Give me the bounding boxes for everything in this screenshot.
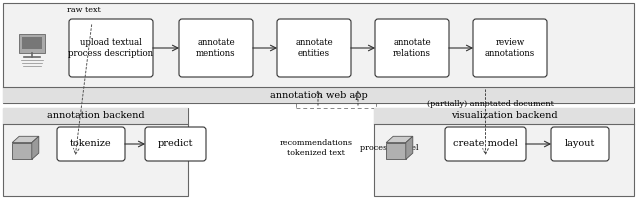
FancyBboxPatch shape (375, 19, 449, 77)
Bar (12, 143, 32, 159)
Text: review
annotations: review annotations (485, 38, 535, 58)
FancyBboxPatch shape (277, 19, 351, 77)
Text: layout: layout (565, 139, 595, 149)
Text: annotate
relations: annotate relations (393, 38, 431, 58)
Bar (3, 108, 188, 124)
FancyBboxPatch shape (57, 127, 125, 161)
Bar (386, 143, 406, 159)
Bar (296, 87, 376, 108)
Polygon shape (406, 136, 413, 159)
Text: annotation web app: annotation web app (269, 90, 367, 99)
Polygon shape (32, 136, 39, 159)
Text: upload textual
process description: upload textual process description (68, 38, 154, 58)
FancyBboxPatch shape (145, 127, 206, 161)
Text: create model: create model (453, 139, 518, 149)
Bar (3, 3, 634, 103)
Text: predict: predict (157, 139, 193, 149)
Bar (22, 37, 42, 49)
Text: process model: process model (360, 144, 419, 152)
FancyBboxPatch shape (551, 127, 609, 161)
FancyBboxPatch shape (473, 19, 547, 77)
FancyBboxPatch shape (69, 19, 153, 77)
Bar (3, 87, 634, 103)
Text: visualization backend: visualization backend (451, 111, 557, 121)
Bar (374, 108, 634, 124)
Bar (3, 108, 188, 196)
Bar (19, 34, 45, 53)
Text: raw text: raw text (67, 6, 100, 14)
Text: (partially) annotated document: (partially) annotated document (427, 100, 554, 108)
Text: annotation backend: annotation backend (47, 111, 144, 121)
Polygon shape (386, 136, 413, 143)
Bar (374, 108, 634, 196)
FancyBboxPatch shape (445, 127, 526, 161)
Text: recommendations
tokenized text: recommendations tokenized text (280, 139, 353, 157)
Text: tokenize: tokenize (70, 139, 112, 149)
FancyBboxPatch shape (179, 19, 253, 77)
Text: annotate
entities: annotate entities (295, 38, 333, 58)
Polygon shape (12, 136, 39, 143)
Text: annotate
mentions: annotate mentions (196, 38, 236, 58)
